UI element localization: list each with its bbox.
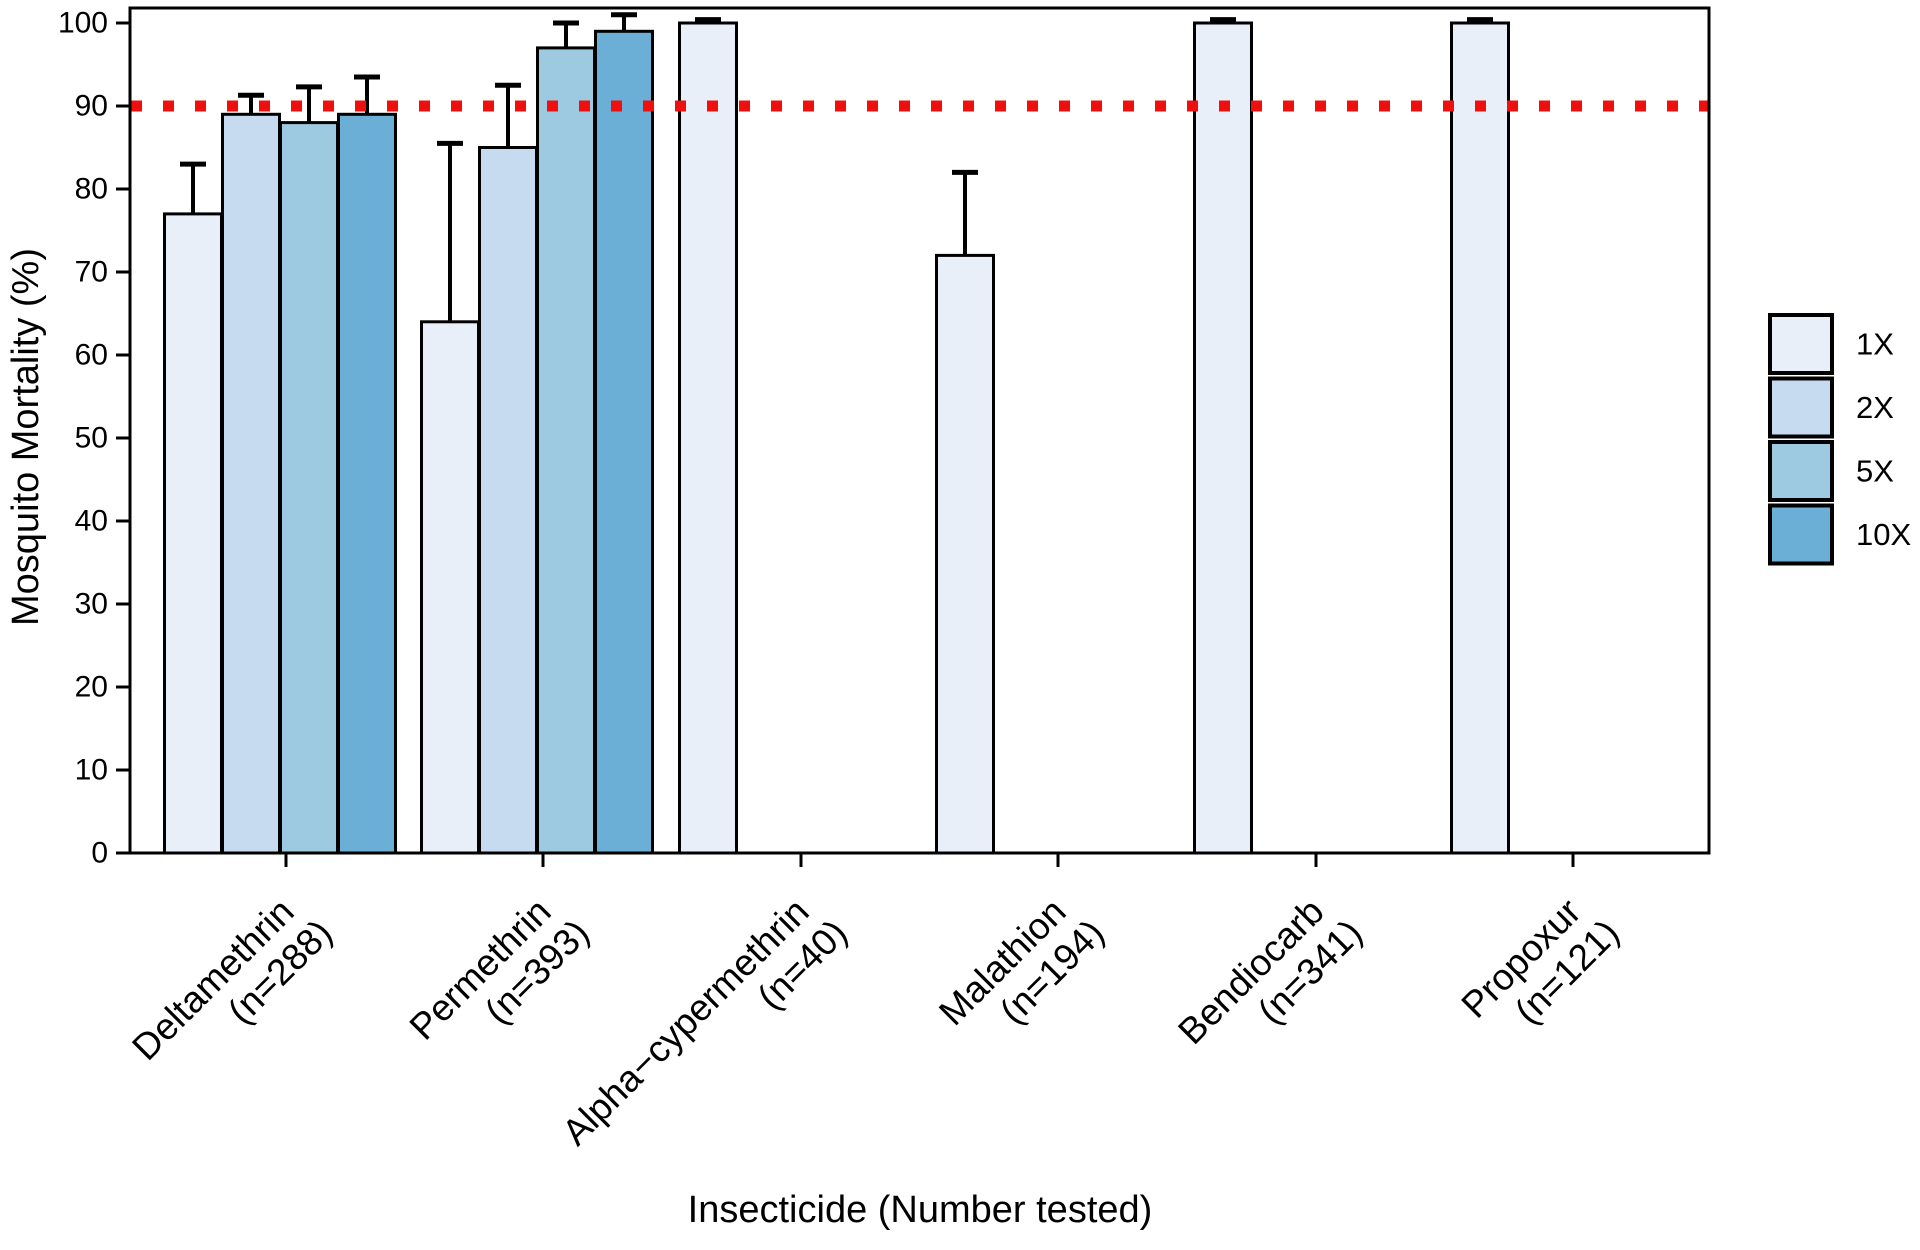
panel-border xyxy=(128,6,1711,855)
legend-swatch-5x xyxy=(1768,440,1834,502)
y-tick-label-70: 70 xyxy=(75,256,108,289)
y-tick-label-60: 60 xyxy=(75,339,108,372)
bar-deltamethrin-5x xyxy=(279,121,339,855)
bar-permethrin-10x xyxy=(594,29,654,855)
legend-swatch-1x xyxy=(1768,313,1834,375)
panel-border-rect xyxy=(128,6,1711,855)
bar-propoxur-1x xyxy=(1450,21,1510,855)
legend-label-10x: 10X xyxy=(1856,517,1911,552)
legend-swatch-10x xyxy=(1768,503,1834,566)
y-tick-label-80: 80 xyxy=(75,173,108,206)
bar-permethrin-1x xyxy=(420,320,480,855)
y-tick-label-0: 0 xyxy=(91,837,108,870)
x-tick-label-alpha-cypermethrin: Alpha−cypermethrin(n=40) xyxy=(554,882,855,1183)
error-bars xyxy=(180,12,1493,322)
x-tick-label-permethrin: Permethrin(n=393) xyxy=(402,882,597,1077)
bars xyxy=(163,21,1510,855)
bar-deltamethrin-2x xyxy=(221,112,281,855)
legend: 1X 2X 5X 10X xyxy=(1768,313,1911,566)
x-axis-title: Insecticide (Number tested) xyxy=(688,1189,1153,1231)
bar-permethrin-5x xyxy=(536,46,596,855)
y-tick-label-90: 90 xyxy=(75,90,108,123)
x-axis-ticks: Deltamethrin(n=288) Permethrin(n=393)Alph… xyxy=(124,853,1627,1183)
bar-malathion-1x xyxy=(935,253,995,855)
x-tick-label-propoxur: Propoxur(n=121) xyxy=(1454,882,1627,1055)
y-axis-ticks: 0 10 20 30 40 50 60 70 80 90 100 xyxy=(58,7,130,870)
bar-bendiocarb-1x xyxy=(1193,21,1253,855)
legend-label-2x: 2X xyxy=(1856,390,1894,425)
y-tick-label-30: 30 xyxy=(75,588,108,621)
y-tick-label-10: 10 xyxy=(75,754,108,787)
x-tick-label-bendiocarb: Bendiocarb(n=341) xyxy=(1170,882,1370,1082)
x-tick-label-malathion: Malathion(n=194) xyxy=(931,882,1112,1063)
bar-alpha-cypermethrin-1x xyxy=(678,21,738,855)
y-tick-label-40: 40 xyxy=(75,505,108,538)
y-axis-title: Mosquito Mortality (%) xyxy=(5,248,47,626)
y-tick-label-100: 100 xyxy=(58,7,108,40)
y-tick-label-20: 20 xyxy=(75,671,108,704)
x-tick-label-alpha-cypermethrin-name: Alpha−cypermethrin xyxy=(554,891,816,1153)
legend-label-5x: 5X xyxy=(1856,454,1894,489)
legend-swatch-2x xyxy=(1768,376,1834,439)
bar-deltamethrin-10x xyxy=(337,112,397,855)
y-tick-label-50: 50 xyxy=(75,422,108,455)
bar-permethrin-2x xyxy=(478,146,538,855)
x-tick-label-deltamethrin: Deltamethrin(n=288) xyxy=(124,882,340,1098)
bar-deltamethrin-1x xyxy=(163,212,223,855)
legend-label-1x: 1X xyxy=(1856,327,1894,362)
